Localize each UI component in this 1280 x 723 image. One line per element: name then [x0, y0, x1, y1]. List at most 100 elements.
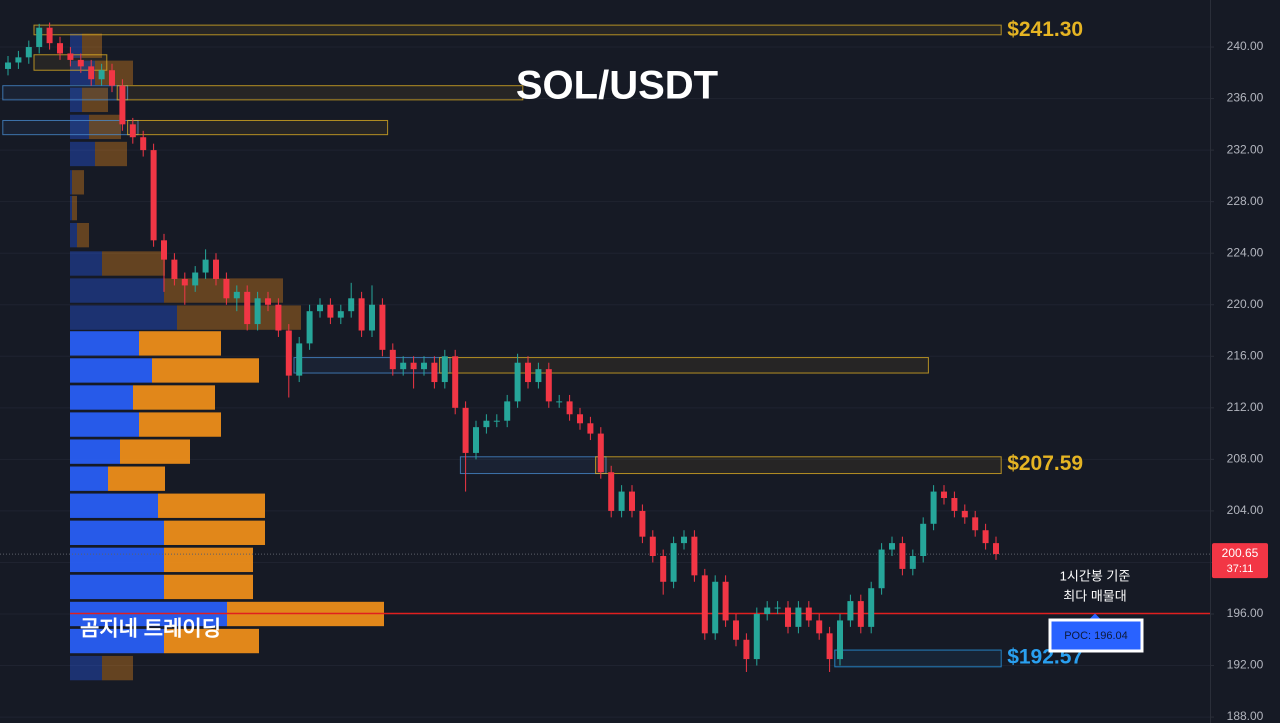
y-tick-label: 240.00: [1227, 39, 1264, 53]
candle-body: [421, 362, 427, 370]
candle-body: [743, 639, 750, 660]
profile-buy: [70, 520, 164, 545]
profile-buy: [70, 655, 102, 681]
candle-body: [389, 349, 396, 370]
candle-body: [275, 304, 282, 331]
candle-body: [223, 278, 230, 299]
y-tick-label: 220.00: [1227, 297, 1264, 311]
y-tick-label: 224.00: [1227, 245, 1264, 259]
candle-body: [15, 57, 22, 63]
candle-body: [826, 633, 833, 660]
candles: [5, 22, 999, 672]
profile-buy: [70, 547, 164, 573]
candle-body: [764, 607, 771, 614]
profile-sell: [72, 170, 84, 195]
profile-sell: [177, 305, 301, 330]
profile-sell: [164, 574, 253, 600]
candle-body: [618, 491, 625, 511]
candle-body: [358, 298, 365, 331]
candle-body: [431, 362, 438, 383]
candle-body: [722, 581, 729, 621]
profile-buy: [70, 412, 139, 437]
profile-sell: [95, 141, 127, 167]
candle-body: [556, 401, 563, 403]
last-price-box: [1212, 543, 1268, 579]
zone: [439, 357, 929, 374]
candle-body: [462, 407, 469, 453]
zone: [2, 119, 139, 136]
y-tick-label: 208.00: [1227, 452, 1264, 466]
profile-sell: [120, 439, 190, 464]
profile-buy: [70, 141, 95, 167]
candle-body: [348, 298, 355, 312]
zone: [2, 85, 129, 101]
candle-body: [899, 543, 906, 569]
candle-body: [192, 272, 199, 286]
y-tick-label: 196.00: [1227, 606, 1264, 620]
profile-buy: [70, 251, 102, 276]
candle-body: [795, 607, 802, 627]
candle-body: [306, 311, 313, 344]
candle-body: [483, 420, 490, 428]
profile-buy: [70, 628, 164, 654]
candle-body: [161, 240, 167, 260]
zone: [33, 24, 1002, 36]
candle-body: [233, 291, 240, 299]
annotation: 최다 매물대: [1063, 588, 1126, 603]
candle-body: [733, 620, 739, 640]
profile-sell: [158, 493, 265, 518]
candle-body: [629, 491, 635, 511]
candle-body: [608, 472, 615, 511]
candle-body: [327, 304, 334, 318]
candle-body: [25, 47, 32, 58]
candle-body: [36, 27, 43, 48]
candle-body: [816, 620, 823, 634]
candle-body: [254, 298, 261, 325]
candle-body: [941, 491, 947, 499]
candle-body: [597, 433, 604, 473]
poc-pointer: [1090, 613, 1100, 619]
candle-body: [317, 304, 323, 312]
candle-body: [171, 259, 178, 279]
profile-sell: [139, 331, 221, 356]
candle-body: [140, 137, 147, 151]
candle-body: [670, 543, 677, 582]
price-lines: [0, 553, 1210, 615]
candle-body: [847, 601, 854, 621]
y-tick-label: 216.00: [1227, 348, 1264, 362]
candle-body: [701, 575, 708, 634]
candle-body: [566, 401, 573, 415]
candle-body: [369, 304, 375, 331]
candle-body: [473, 427, 479, 453]
zone: [459, 456, 607, 475]
candle-body: [639, 510, 646, 537]
y-tick-label: 236.00: [1227, 91, 1264, 105]
candle-body: [920, 523, 927, 557]
zone-label: $241.30: [1007, 18, 1083, 41]
candle-body: [681, 536, 687, 544]
candle-body: [265, 298, 271, 305]
candle-body: [493, 420, 500, 422]
profile-buy: [70, 331, 139, 356]
profile-sell: [77, 222, 89, 248]
profile-sell: [82, 33, 102, 58]
candle-body: [181, 278, 188, 286]
candle-body: [982, 530, 989, 544]
poc-label: POC: 196.04: [1064, 630, 1128, 642]
profile-buy: [70, 305, 177, 330]
profile-buy: [70, 439, 120, 464]
volume-profile: [70, 33, 384, 681]
profile-buy: [70, 195, 72, 221]
profile-sell: [164, 520, 265, 545]
candle-body: [868, 588, 875, 627]
profile-sell: [139, 412, 221, 437]
candle-body: [400, 362, 407, 370]
candle-body: [930, 491, 937, 524]
candle-body: [244, 291, 251, 325]
candle-body: [961, 510, 968, 518]
profile-buy: [70, 33, 82, 58]
annotation: 1시간봉 기준: [1060, 568, 1131, 583]
profile-sell: [72, 195, 77, 221]
profile-buy: [70, 278, 164, 303]
